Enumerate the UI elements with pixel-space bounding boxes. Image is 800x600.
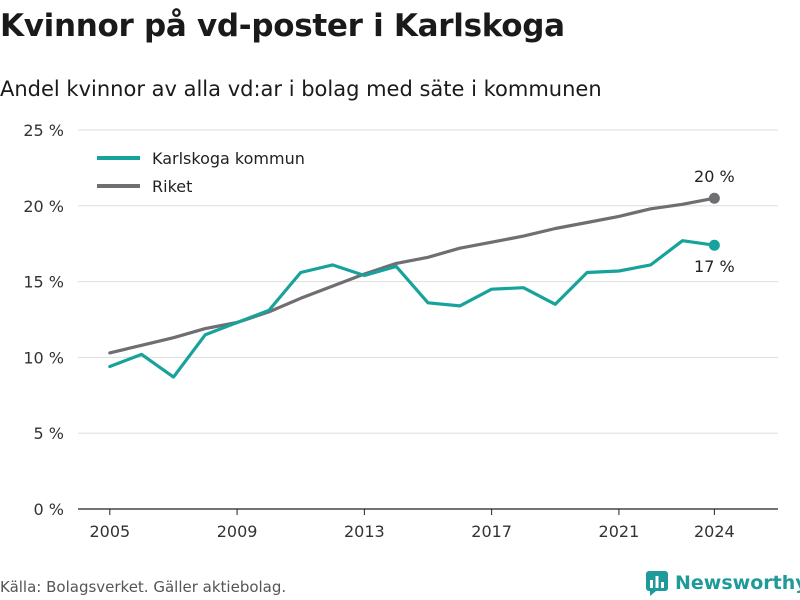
legend-label: Riket (152, 177, 192, 196)
source-note: Källa: Bolagsverket. Gäller aktiebolag. (0, 578, 287, 596)
x-tick-label: 2021 (599, 522, 640, 541)
chart-subtitle: Andel kvinnor av alla vd:ar i bolag med … (0, 77, 602, 101)
x-tick-label: 2009 (217, 522, 258, 541)
brand-name: Newsworthy (675, 572, 800, 594)
x-tick-label: 2013 (344, 522, 385, 541)
y-tick-label: 20 % (23, 197, 64, 216)
legend-label: Karlskoga kommun (152, 149, 305, 168)
series-end-point (708, 239, 720, 251)
x-tick-label: 2024 (694, 522, 735, 541)
series-end-point (708, 192, 720, 204)
end-value-label: 17 % (694, 257, 735, 276)
y-tick-label: 25 % (23, 121, 64, 140)
chart-title: Kvinnor på vd-poster i Karlskoga (0, 8, 565, 44)
series-line (108, 239, 717, 379)
end-value-label: 20 % (694, 167, 735, 186)
y-tick-label: 10 % (23, 348, 64, 367)
newsworthy-logo-icon (646, 571, 668, 596)
y-axis-ticks: 0 % 5 % 10 % 15 % 20 % 25 % (23, 121, 64, 519)
end-labels: 20 % 17 % (694, 167, 735, 276)
brand-logo[interactable]: Newsworthy (645, 570, 800, 596)
x-tick-label: 2017 (471, 522, 512, 541)
y-tick-label: 5 % (34, 424, 64, 443)
grid-lines (78, 129, 778, 510)
series-lines (108, 192, 720, 379)
y-tick-label: 0 % (34, 500, 64, 519)
series-line (108, 196, 717, 355)
y-tick-label: 15 % (23, 273, 64, 292)
x-tick-label: 2005 (89, 522, 130, 541)
legend: Karlskoga kommun Riket (97, 149, 305, 196)
x-axis-ticks: 2005 2009 2013 2017 2021 2024 (89, 509, 735, 541)
